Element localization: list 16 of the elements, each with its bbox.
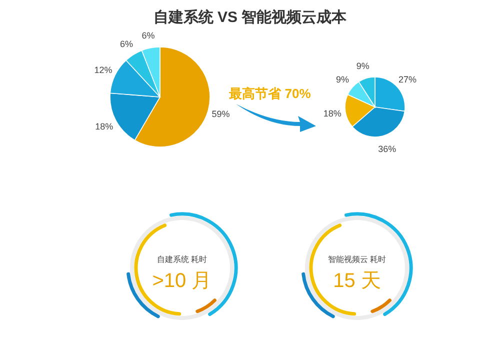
data-label: 36% (378, 144, 396, 154)
text: 15 天 (333, 270, 381, 292)
text: 自建系统 耗时 (156, 255, 208, 264)
text: >10 月 (152, 270, 212, 292)
text: 智能视频云 耗时 (328, 255, 386, 264)
chart-title: 自建系统 VS 智能视频云成本 (153, 9, 348, 26)
data-label: 12% (94, 65, 112, 76)
data-label: 6% (142, 30, 155, 41)
data-label: 6% (120, 39, 134, 50)
data-label: 18% (323, 108, 342, 119)
data-label: 9% (336, 74, 350, 84)
data-label: 59% (212, 108, 230, 119)
data-label: 9% (356, 61, 370, 72)
data-label: 18% (95, 122, 114, 132)
data-label: 27% (398, 74, 417, 84)
text: 最高节省 70% (228, 86, 312, 101)
